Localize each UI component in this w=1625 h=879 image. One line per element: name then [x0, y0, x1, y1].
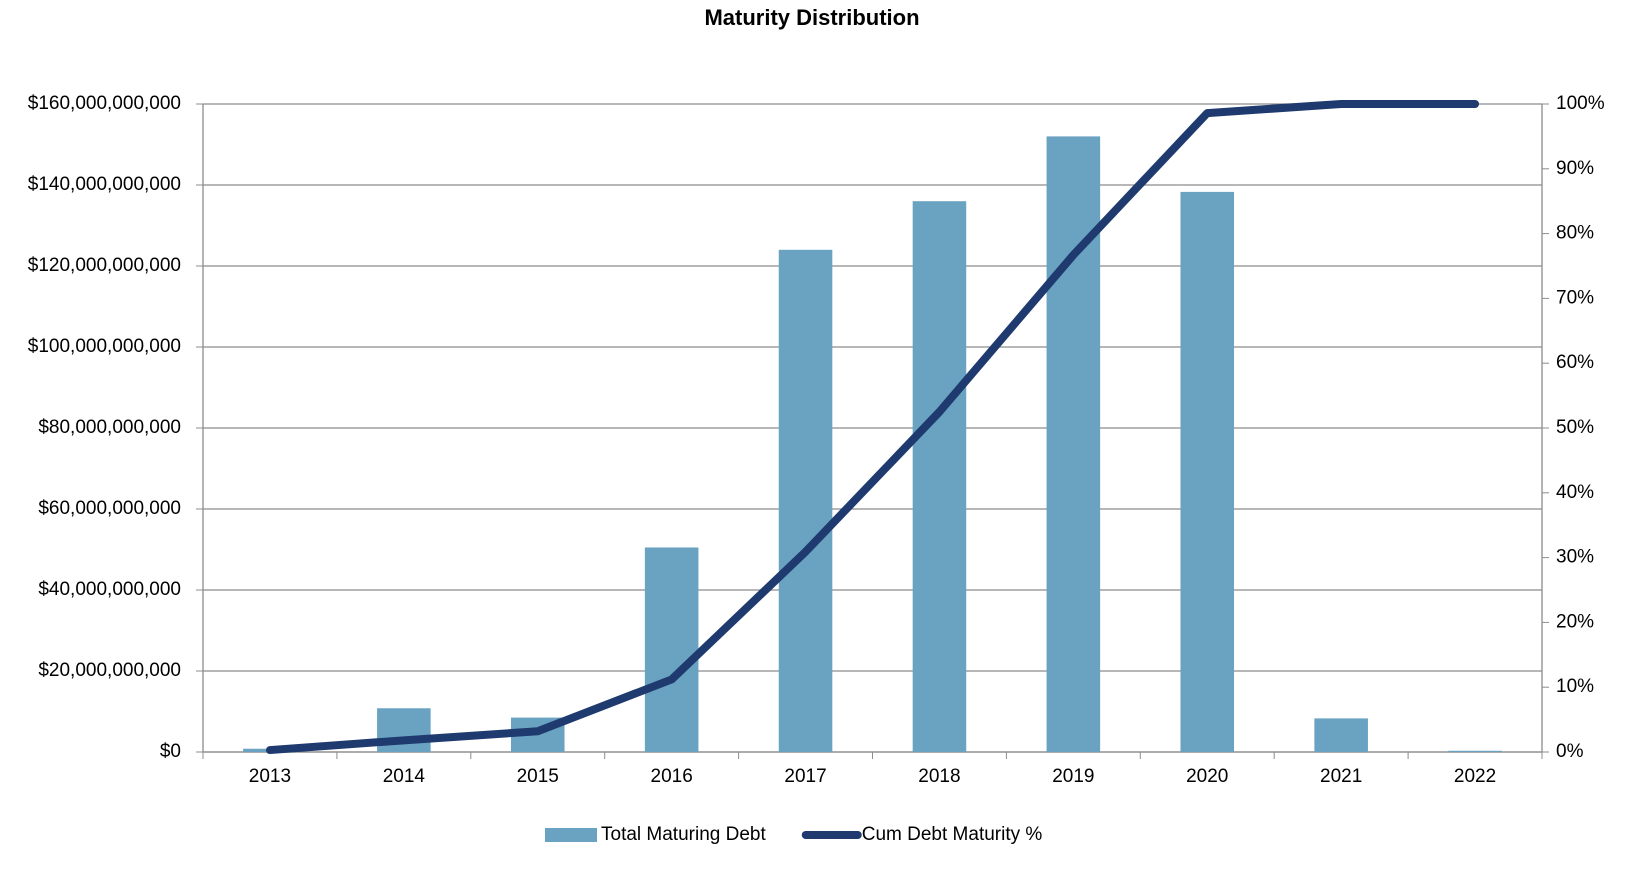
y2-tick-label: 0%	[1556, 741, 1584, 762]
line	[265, 100, 1480, 755]
y2-tick-label: 20%	[1556, 611, 1594, 632]
bar	[644, 547, 699, 752]
x-tick-label: 2015	[517, 766, 559, 787]
legend-swatch	[545, 828, 597, 842]
x-tick-label: 2013	[249, 766, 291, 787]
x-tick-label: 2018	[918, 766, 960, 787]
y2-tick-label: 80%	[1556, 223, 1594, 244]
y2-tick-label: 100%	[1556, 93, 1605, 114]
x-tick-label: 2021	[1320, 766, 1362, 787]
y-tick-label: $0	[160, 741, 181, 762]
bar	[1314, 718, 1368, 752]
chart-title: Maturity Distribution	[704, 5, 919, 30]
x-tick-label: 2014	[383, 766, 426, 787]
x-tick-label: 2017	[784, 766, 826, 787]
legend-label: Total Maturing Debt	[601, 824, 766, 845]
y2-tick-label: 70%	[1556, 287, 1594, 308]
y2-tick-label: 60%	[1556, 352, 1594, 373]
y2-tick-label: 50%	[1556, 417, 1594, 438]
y2-tick-label: 90%	[1556, 158, 1594, 179]
x-tick-label: 2019	[1052, 766, 1094, 787]
x-tick-label: 2016	[651, 766, 693, 787]
bar	[778, 249, 833, 753]
y2-tick-label: 30%	[1556, 547, 1594, 568]
y-tick-label: $140,000,000,000	[28, 174, 181, 195]
y2-tick-label: 40%	[1556, 482, 1594, 503]
y-tick-label: $80,000,000,000	[38, 417, 181, 438]
y2-tick-label: 10%	[1556, 676, 1594, 697]
legend-label: Cum Debt Maturity %	[862, 824, 1043, 845]
bar	[1180, 191, 1235, 752]
y-tick-label: $60,000,000,000	[38, 498, 181, 519]
x-tick-label: 2022	[1454, 766, 1496, 787]
y-tick-label: $40,000,000,000	[38, 579, 181, 600]
y-tick-label: $100,000,000,000	[28, 336, 181, 357]
x-tick-label: 2020	[1186, 766, 1228, 787]
y-tick-label: $160,000,000,000	[28, 93, 181, 114]
y-tick-label: $120,000,000,000	[28, 255, 181, 276]
bar	[1448, 750, 1502, 752]
bar	[1046, 136, 1101, 752]
bar	[912, 201, 967, 752]
y-tick-label: $20,000,000,000	[38, 660, 181, 681]
